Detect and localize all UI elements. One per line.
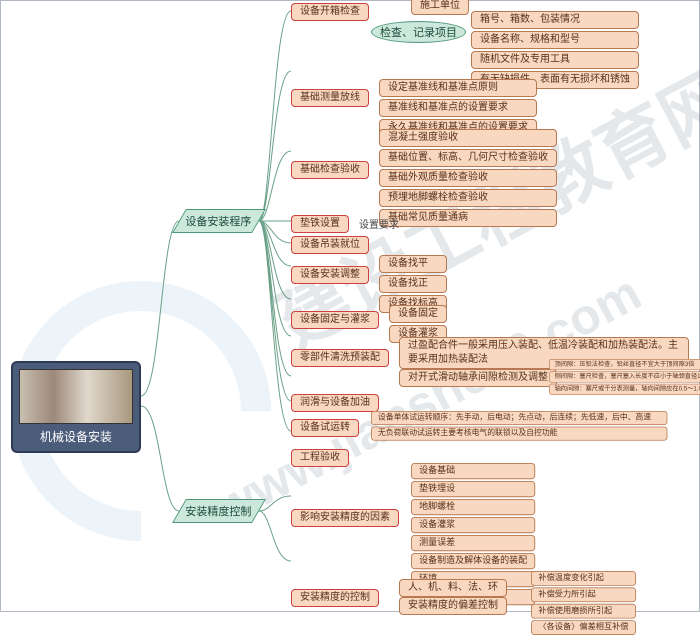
node-yanshou: 工程验收 (291, 449, 349, 467)
item: 设定基准线和基准点原则 (379, 79, 537, 97)
item: 轴向间隙：塞尺或千分表测量，轴向间隙应在0.5～1.0mm (549, 384, 700, 395)
item: 随机文件及专用工具 (471, 51, 639, 69)
branch-precision: 安装精度控制 (172, 499, 266, 523)
root-image (19, 369, 133, 424)
item: 补偿温度变化引起 (531, 571, 636, 586)
item: 测量误差 (411, 535, 535, 551)
item: 设备名称、规格和型号 (471, 31, 639, 49)
item: 混凝土强度验收 (379, 129, 557, 147)
node-lingbu: 零部件清洗预装配 (291, 349, 389, 367)
root-label: 机械设备安装 (19, 424, 133, 445)
item: 设备找平 (379, 255, 447, 273)
root-node: 机械设备安装 (11, 361, 141, 453)
item-kongzhi-top: 人、机、料、法、环 (399, 579, 507, 597)
node-jichujian: 基础检查验收 (291, 161, 369, 179)
item: 基础外观质量检查验收 (379, 169, 557, 187)
item: 无负荷联动试运转主要考核电气的联锁以及自控功能 (371, 427, 667, 441)
item: 设备固定 (389, 305, 447, 323)
item: 补偿受力所引起 (531, 587, 636, 602)
node-celiang: 基础测量放线 (291, 89, 369, 107)
item: 地脚螺栓 (411, 499, 535, 515)
item: 箱号、箱数、包装情况 (471, 11, 639, 29)
item: 预埋地脚螺栓检查验收 (379, 189, 557, 207)
item: 顶间隙：压铅法检查，铅丝直径不宜大于顶间隙3倍 (549, 359, 700, 370)
note-dietie: 设置要求 (359, 216, 399, 231)
item: 设备制造及解体设备的装配 (411, 553, 535, 569)
stack-lingbu-sub: 顶间隙：压铅法检查，铅丝直径不宜大于顶间隙3倍 侧间隙：塞尺检查，塞尺塞入长度不… (549, 359, 700, 396)
item: 设备找正 (379, 275, 447, 293)
sub-lingbu: 对开式滑动轴承间隙检测及调整 (399, 369, 557, 387)
node-runhua: 润滑与设备加油 (291, 394, 379, 412)
node-kaixiang: 设备开箱检查 (291, 3, 369, 21)
item: 侧间隙：塞尺检查，塞尺塞入长度不应小于轴颈直径1/4 (549, 371, 700, 382)
node-kongzhi: 安装精度的控制 (291, 589, 379, 607)
node-shiyun: 设备试运转 (291, 419, 359, 437)
item: 垫铁埋设 (411, 481, 535, 497)
node-tiaozheng: 设备安装调整 (291, 266, 369, 284)
item: 设备基础 (411, 463, 535, 479)
item: 设备单体试运转顺序：先手动，后电动；先点动，后连续；先低速，后中、高速 (371, 411, 667, 425)
node-dietie: 垫铁设置 (291, 215, 349, 233)
item: 补偿使用磨损所引起 (531, 604, 636, 619)
stack-jichujian: 混凝土强度验收 基础位置、标高、几何尺寸检查验收 基础外观质量检查验收 预埋地脚… (379, 129, 557, 229)
item-shigong: 施工单位 (411, 0, 469, 15)
stack-shiyun: 设备单体试运转顺序：先手动，后电动；先点动，后连续；先低速，后中、高速 无负荷联… (371, 411, 667, 442)
item: 基础位置、标高、几何尺寸检查验收 (379, 149, 557, 167)
node-guding: 设备固定与灌浆 (291, 311, 379, 329)
node-yinsu: 影响安装精度的因素 (291, 509, 399, 527)
sub-kongzhi: 安装精度的偏差控制 (399, 597, 507, 615)
node-diaozhuang: 设备吊装就位 (291, 236, 369, 254)
item: 设备灌浆 (411, 517, 535, 533)
branch-install-seq: 设备安装程序 (172, 209, 266, 233)
item: 〈各设备〉偏差相互补偿 (531, 620, 636, 635)
ellipse-jiancha: 检查、记录项目 (371, 21, 466, 43)
item: 基础常见质量通病 (379, 209, 557, 227)
item: 基准线和基准点的设置要求 (379, 99, 537, 117)
stack-kongzhi-sub: 补偿温度变化引起 补偿受力所引起 补偿使用磨损所引起 〈各设备〉偏差相互补偿 (531, 571, 636, 637)
